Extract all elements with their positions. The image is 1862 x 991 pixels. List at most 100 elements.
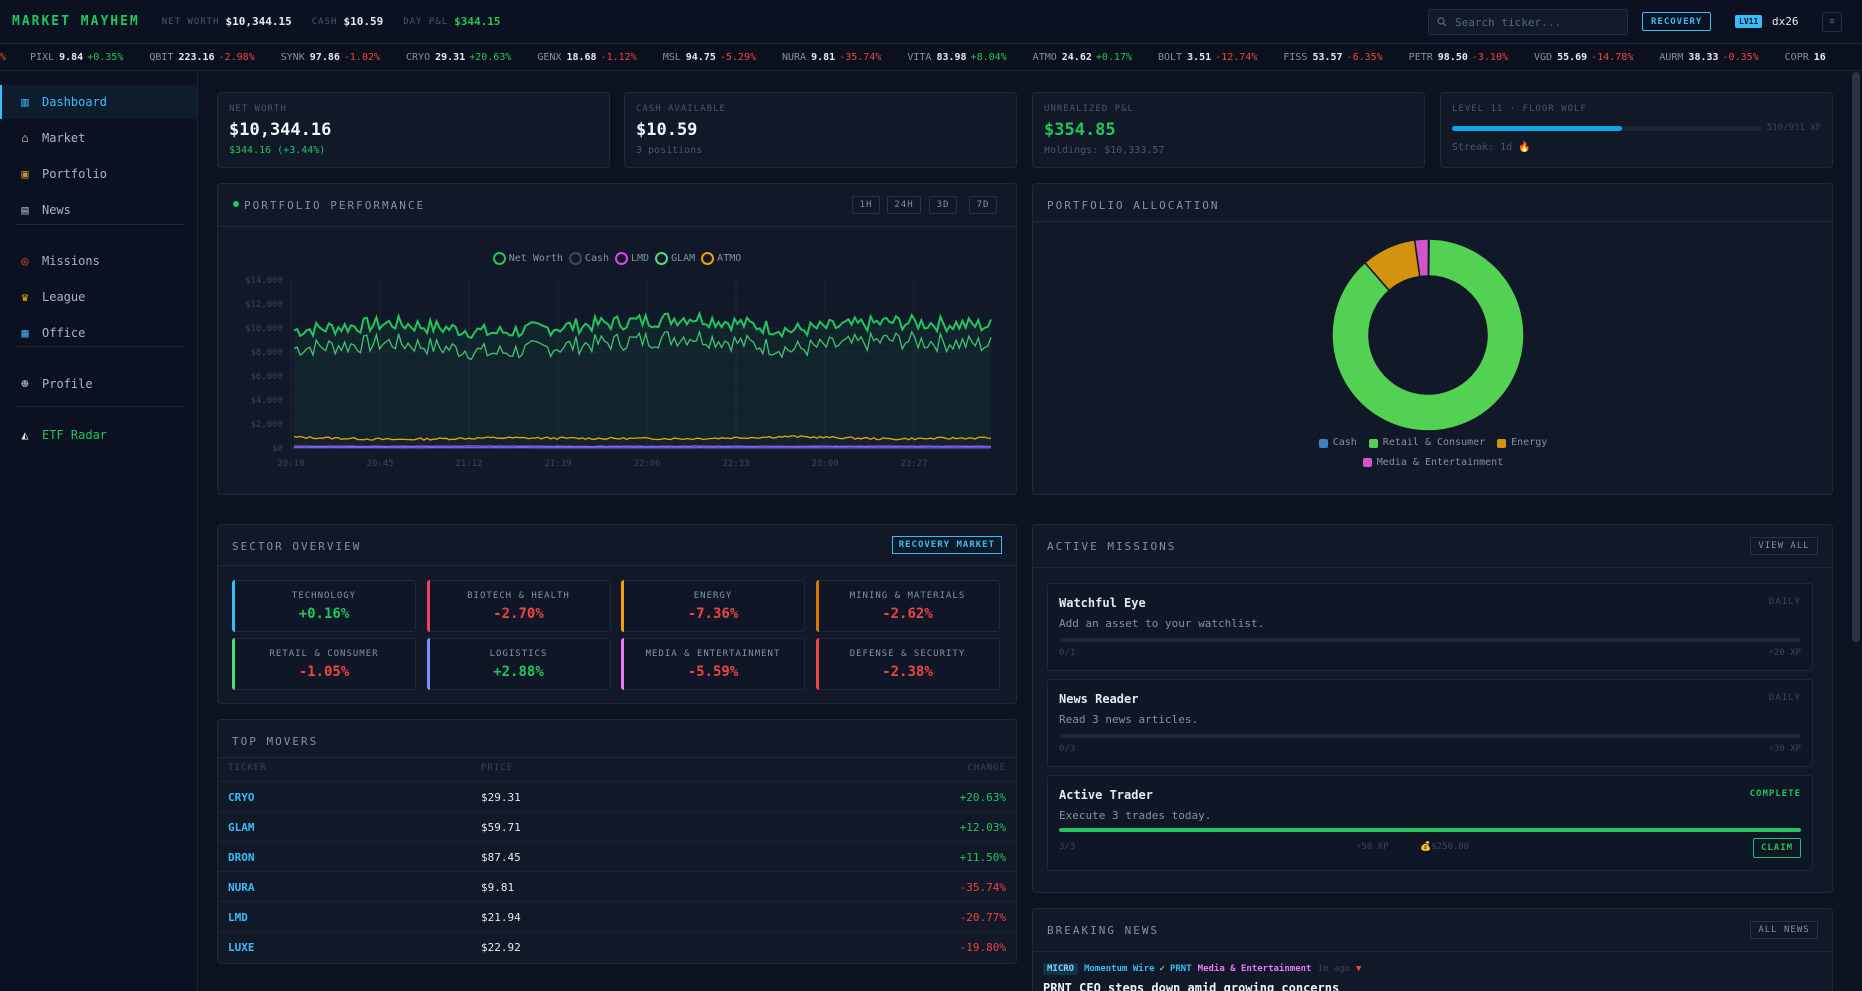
sidebar-item-etf-radar[interactable]: ◭ ETF Radar xyxy=(0,418,197,452)
sector-card-media-entertainment[interactable]: MEDIA & ENTERTAINMENT -5.59% xyxy=(621,638,805,690)
market-mode-badge: RECOVERY xyxy=(1642,12,1712,31)
donut-slice-retail-consumer[interactable] xyxy=(1331,238,1525,432)
menu-button[interactable]: ≡ xyxy=(1822,12,1842,32)
ticker-item[interactable]: AURM 38.33 -0.35% xyxy=(1659,52,1758,63)
scrollbar[interactable] xyxy=(1852,72,1860,642)
legend-item-net-worth[interactable]: Net Worth xyxy=(492,252,563,265)
ticker-item[interactable]: COPR 16 xyxy=(1785,52,1830,63)
mover-price: $59.71 xyxy=(481,821,521,834)
sidebar-item-office[interactable]: ▦ Office xyxy=(0,316,197,350)
ticker-change: +8.04% xyxy=(970,52,1007,63)
mover-ticker[interactable]: LMD xyxy=(228,911,248,924)
ticker-item[interactable]: MSL 94.75 -5.29% xyxy=(663,52,756,63)
legend-label: Energy xyxy=(1511,437,1548,448)
ticker-item[interactable]: PETR 98.50 -3.10% xyxy=(1409,52,1508,63)
series-line-atmo[interactable] xyxy=(293,435,992,441)
ticker-symbol: MSL xyxy=(662,52,681,63)
mission-description: Execute 3 trades today. xyxy=(1059,809,1212,822)
news-ticker[interactable]: PRNT xyxy=(1169,964,1192,974)
sidebar-item-portfolio[interactable]: ▣ Portfolio xyxy=(0,157,197,191)
legend-label: Cash xyxy=(1332,437,1357,448)
claim-reward-button[interactable]: CLAIM xyxy=(1753,838,1801,858)
mover-ticker[interactable]: LUXE xyxy=(228,941,255,954)
ticker-item[interactable]: FISS 53.57 -6.35% xyxy=(1283,52,1382,63)
mission-tag: DAILY xyxy=(1768,693,1801,703)
series-line-glam[interactable] xyxy=(293,329,992,361)
view-all-missions-button[interactable]: VIEW ALL xyxy=(1750,537,1818,555)
sector-card-defense-security[interactable]: DEFENSE & SECURITY -2.38% xyxy=(815,638,1000,690)
sector-card-technology[interactable]: TECHNOLOGY +0.16% xyxy=(232,580,416,632)
legend-item-atmo[interactable]: ATMO xyxy=(701,252,741,265)
ticker-item[interactable]: PIXL 9.84 +0.35% xyxy=(30,52,123,63)
table-row[interactable]: GLAM $59.71 +12.03% xyxy=(218,811,1016,841)
sidebar-item-league[interactable]: ♛ League xyxy=(0,280,197,314)
sector-card-biotech-health[interactable]: BIOTECH & HEALTH -2.70% xyxy=(426,580,611,632)
sidebar-item-market[interactable]: ⌂ Market xyxy=(0,121,197,155)
ticker-item[interactable]: SYNK 97.86 -1.02% xyxy=(281,52,380,63)
level-card: LEVEL 11 · FLOOR WOLF 510/931 XP Streak:… xyxy=(1440,92,1833,168)
level-label: LEVEL 11 · FLOOR WOLF xyxy=(1452,104,1587,114)
allocation-donut-chart[interactable] xyxy=(1323,230,1533,440)
search-box[interactable] xyxy=(1428,9,1628,35)
mover-ticker[interactable]: NURA xyxy=(228,881,255,894)
sector-accent-bar xyxy=(815,638,819,690)
sector-card-retail-consumer[interactable]: RETAIL & CONSUMER -1.05% xyxy=(232,638,416,690)
series-line-lmd[interactable] xyxy=(293,445,992,448)
range-7d-button[interactable]: 7D xyxy=(969,196,997,214)
legend-label: LMD xyxy=(631,253,650,264)
ticker-price: 16 xyxy=(1813,52,1826,63)
legend-item-lmd[interactable]: LMD xyxy=(615,252,649,265)
legend-item-glam[interactable]: GLAM xyxy=(655,252,695,265)
mission-progress-text: 3/3 xyxy=(1059,842,1076,852)
mover-ticker[interactable]: DRON xyxy=(228,851,255,864)
app-logo[interactable]: MARKET MAYHEM xyxy=(12,14,140,29)
ticker-symbol: NURA xyxy=(782,52,807,63)
ticker-price: 29.31 xyxy=(435,52,466,63)
table-row[interactable]: LMD $21.94 -20.77% xyxy=(218,901,1016,931)
sidebar-item-news[interactable]: ▤ News xyxy=(0,193,197,227)
legend-item-energy[interactable]: Energy xyxy=(1497,434,1547,452)
series-line-net-worth[interactable] xyxy=(293,310,992,339)
ticker-item[interactable]: VGD 55.69 -14.78% xyxy=(1534,52,1633,63)
sidebar-item-dashboard[interactable]: ▥ Dashboard xyxy=(0,85,197,119)
table-row[interactable]: NURA $9.81 -35.74% xyxy=(218,871,1016,901)
sector-card-logistics[interactable]: LOGISTICS +2.88% xyxy=(426,638,611,690)
legend-item-cash[interactable]: Cash xyxy=(568,252,609,265)
sector-card-mining-materials[interactable]: MINING & MATERIALS -2.62% xyxy=(815,580,1000,632)
mission-xp-reward: ⚡50 XP xyxy=(1356,842,1389,852)
mission-title: Active Trader xyxy=(1059,788,1153,802)
sidebar-item-profile[interactable]: ☻ Profile xyxy=(0,367,197,401)
card-sub: $344.16 (+3.44%) xyxy=(229,145,326,156)
range-24h-button[interactable]: 24H xyxy=(887,196,921,214)
username[interactable]: dx26 xyxy=(1772,15,1799,28)
x-tick-label: 21:39 xyxy=(544,459,571,469)
legend-item-retail-consumer[interactable]: Retail & Consumer xyxy=(1368,434,1485,452)
range-1h-button[interactable]: 1H xyxy=(852,196,880,214)
ticker-change: +20.63% xyxy=(469,52,512,63)
ticker-item[interactable]: BOLT 3.51 -12.74% xyxy=(1158,52,1257,63)
legend-item-cash[interactable]: Cash xyxy=(1318,434,1357,452)
search-input[interactable] xyxy=(1455,15,1615,29)
sidebar-item-missions[interactable]: ◎ Missions xyxy=(0,244,197,278)
legend-item-media-entertainment[interactable]: Media & Entertainment xyxy=(1362,454,1503,472)
ticker-item[interactable]: QBIT 223.16 -2.98% xyxy=(149,52,254,63)
mover-ticker[interactable]: GLAM xyxy=(228,821,255,834)
ticker-item[interactable]: ATMO 24.62 +0.17% xyxy=(1033,52,1132,63)
mover-ticker[interactable]: CRYO xyxy=(228,791,255,804)
active-missions-panel: ACTIVE MISSIONS VIEW ALL Watchful Eye Add… xyxy=(1032,524,1833,893)
sector-change: -1.05% xyxy=(298,664,350,680)
donut-slice-media-entertainment[interactable] xyxy=(1413,238,1430,278)
sector-card-energy[interactable]: ENERGY -7.36% xyxy=(621,580,805,632)
legend-label: Net Worth xyxy=(508,253,563,264)
all-news-button[interactable]: ALL NEWS xyxy=(1750,921,1818,939)
table-row[interactable]: CRYO $29.31 +20.63% xyxy=(218,781,1016,811)
performance-chart[interactable]: $14,000 $12,000 $10,000 $8,000 $6,000 $4,000 $… xyxy=(218,268,1018,478)
range-3d-button[interactable]: 3D xyxy=(929,196,957,214)
news-headline[interactable]: PRNT CEO steps down amid growing concern… xyxy=(1043,981,1340,991)
ticker-item[interactable]: GENX 18.68 -1.12% xyxy=(537,52,636,63)
ticker-item[interactable]: NURA 9.81 -35.74% xyxy=(782,52,881,63)
table-row[interactable]: DRON $87.45 +11.50% xyxy=(218,841,1016,871)
table-row[interactable]: LUXE $22.92 -19.80% xyxy=(218,931,1016,961)
ticker-item[interactable]: CRYO 29.31 +20.63% xyxy=(406,52,511,63)
ticker-item[interactable]: VITA 83.98 +8.04% xyxy=(907,52,1006,63)
